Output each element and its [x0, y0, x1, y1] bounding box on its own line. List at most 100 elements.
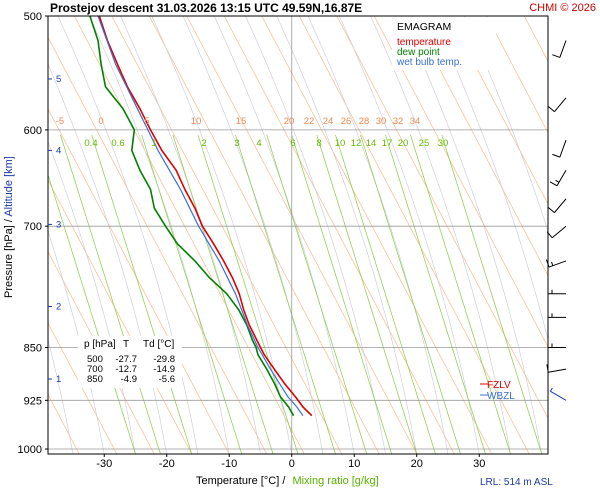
- temp-tick-label: 30: [473, 458, 485, 470]
- table-row-td: -5.6: [159, 374, 175, 385]
- wind-barb-flag: [547, 207, 555, 214]
- mixing-ratio-line: [141, 134, 243, 454]
- wind-barb-staff: [548, 368, 567, 373]
- series-layer: [89, 16, 313, 417]
- theta-label: 20: [284, 116, 295, 127]
- legend: EMAGRAM temperature dew point wet bulb t…: [392, 17, 496, 70]
- altitude-tick-label: 2: [56, 301, 61, 312]
- wind-barb-flag: [549, 181, 558, 187]
- dry-adiabat: [48, 108, 230, 454]
- altitude-tick-label: 4: [56, 145, 61, 156]
- table-row-t: -12.7: [115, 364, 137, 375]
- mixing-ratio-label: 1: [151, 138, 156, 149]
- moist-adiabat: [120, 16, 261, 454]
- moist-adiabat: [338, 16, 480, 454]
- wind-barb: [547, 97, 567, 113]
- data-table-box: [78, 336, 182, 388]
- wind-barb-staff: [559, 140, 567, 158]
- mixing-ratio-line: [385, 134, 486, 454]
- mixing-ratio-label: 6: [290, 138, 295, 149]
- dry-adiabat: [373, 16, 548, 348]
- mixing-ratio-label: 14: [366, 138, 377, 149]
- legend-item-dew-point: dew point: [397, 47, 440, 58]
- wind-barb-flag: [555, 179, 560, 183]
- axis-layer: -5 0 5 10 15 20 22 24 26 28 30 32 340.4 0.6 1 2 3 4 6 8 10 12…: [18, 11, 549, 470]
- mixing-ratio-line: [316, 134, 418, 454]
- wind-barb-staff: [548, 260, 567, 268]
- y-axis-label-pressure: Pressure [hPa]: [3, 225, 15, 298]
- dry-adiabat: [48, 36, 268, 454]
- moist-adiabat: [276, 16, 418, 454]
- wind-barb-staff: [556, 169, 567, 187]
- altitude-tick-label: 5: [56, 74, 61, 85]
- mixing-ratio-label: 4: [256, 138, 261, 149]
- dry-adiabat: [261, 16, 493, 454]
- chart-title: Prostejov descent 31.03.2026 13:15 UTC 4…: [50, 1, 362, 15]
- wind-barb: [552, 40, 567, 58]
- pressure-tick-label: 500: [24, 11, 42, 23]
- x-axis-label-temp: Temperature [°C]: [196, 475, 279, 487]
- mixing-ratio-line: [266, 134, 368, 454]
- moist-adiabat: [213, 16, 355, 454]
- wind-barb-staff: [550, 390, 567, 401]
- wind-barb-flag: [547, 106, 555, 113]
- temp-tick-label: -10: [221, 458, 237, 470]
- dry-adiabat: [73, 16, 305, 454]
- moist-adiabat: [182, 16, 324, 454]
- temp-tick-label: 20: [411, 458, 423, 470]
- altitude-tick-label: 1: [56, 374, 61, 385]
- pressure-tick-label: 1000: [18, 444, 42, 456]
- theta-label: 34: [410, 116, 421, 127]
- mixing-ratio-line: [291, 134, 393, 454]
- legend-box: [392, 17, 496, 70]
- mixing-ratio-label: 25: [419, 138, 430, 149]
- moist-adiabat: [88, 16, 230, 454]
- pressure-tick-label: 925: [24, 395, 42, 407]
- table-header-t: T: [123, 339, 129, 350]
- theta-label: 30: [376, 116, 387, 127]
- table-row-p: 500: [87, 354, 103, 365]
- series-line-dew-point: [89, 16, 295, 417]
- mixing-ratio-line: [172, 134, 274, 454]
- mixing-ratio-line: [235, 134, 336, 454]
- y-axis-label-altitude: Altitude [km]: [3, 156, 15, 217]
- moist-adiabat: [245, 16, 386, 454]
- wind-barb: [549, 169, 567, 187]
- legend-item-wet-bulb: wet bulb temp.: [396, 57, 462, 68]
- wind-barb-staff: [551, 225, 567, 239]
- table-row-td: -14.9: [153, 364, 175, 375]
- dry-adiabat: [486, 16, 548, 134]
- altitude-tick-label: 3: [56, 219, 61, 230]
- wind-barb: [549, 387, 567, 401]
- mixing-ratio-label: 8: [316, 138, 321, 149]
- wind-barb-staff: [554, 97, 567, 112]
- x-axis-label-sep: /: [279, 475, 288, 487]
- grid-layer: [48, 16, 548, 454]
- moist-adiabat: [48, 338, 74, 454]
- x-axis-label: Temperature [°C] / Mixing ratio [g/kg]: [196, 475, 379, 487]
- legend-item-temperature: temperature: [397, 37, 451, 48]
- table-row-t: -27.7: [115, 354, 137, 365]
- level-markers: FZLV WBZL: [480, 380, 515, 402]
- mixing-ratio-label: 3: [234, 138, 239, 149]
- moist-adiabat: [48, 141, 136, 454]
- moist-adiabat: [463, 16, 548, 233]
- pressure-tick-label: 700: [24, 221, 42, 233]
- wind-barb-flag: [551, 261, 554, 266]
- theta-label: 0: [98, 116, 103, 127]
- dry-adiabat: [336, 16, 548, 420]
- temp-tick-label: -30: [96, 458, 112, 470]
- wbzl-label: WBZL: [487, 391, 515, 402]
- fzlv-label: FZLV: [487, 380, 511, 391]
- lrl-label: LRL: 514 m ASL: [480, 477, 553, 488]
- theta-label: 32: [393, 116, 404, 127]
- y-axis-label-sep: /: [3, 217, 15, 226]
- temp-tick-label: 10: [348, 458, 360, 470]
- dry-adiabat: [111, 16, 343, 454]
- theta-label: 24: [323, 116, 334, 127]
- theta-label: -5: [56, 116, 64, 127]
- theta-label: 28: [359, 116, 370, 127]
- dry-adiabat: [148, 16, 380, 454]
